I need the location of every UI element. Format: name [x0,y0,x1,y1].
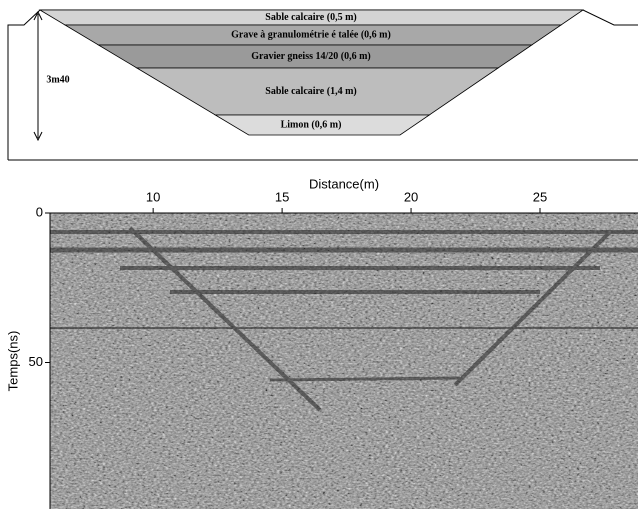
y-tick-label: 50 [29,354,43,369]
layer-label: Grave à granulométrie é talée (0,6 m) [231,29,391,40]
layer-label: Sable calcaire (0,5 m) [265,12,356,23]
radargram-image [50,213,638,509]
layer-diagram: Sable calcaire (0,5 m) Grave à granulomét… [8,10,638,160]
figure: Sable calcaire (0,5 m) Grave à granulomét… [0,0,638,509]
depth-label: 3m40 [46,74,69,85]
x-axis-label: Distance(m) [309,176,379,191]
layer-label: Sable calcaire (1,4 m) [265,86,356,97]
x-tick-label: 20 [404,189,418,204]
layer-label: Gravier gneiss 14/20 (0,6 m) [251,51,371,62]
y-tick-label: 0 [36,204,43,219]
x-tick-label: 10 [146,189,160,204]
x-tick-label: 25 [533,189,547,204]
layer-label: Limon (0,6 m) [281,119,342,130]
y-axis-label: Temps(ns) [5,331,20,392]
x-tick-label: 15 [275,189,289,204]
